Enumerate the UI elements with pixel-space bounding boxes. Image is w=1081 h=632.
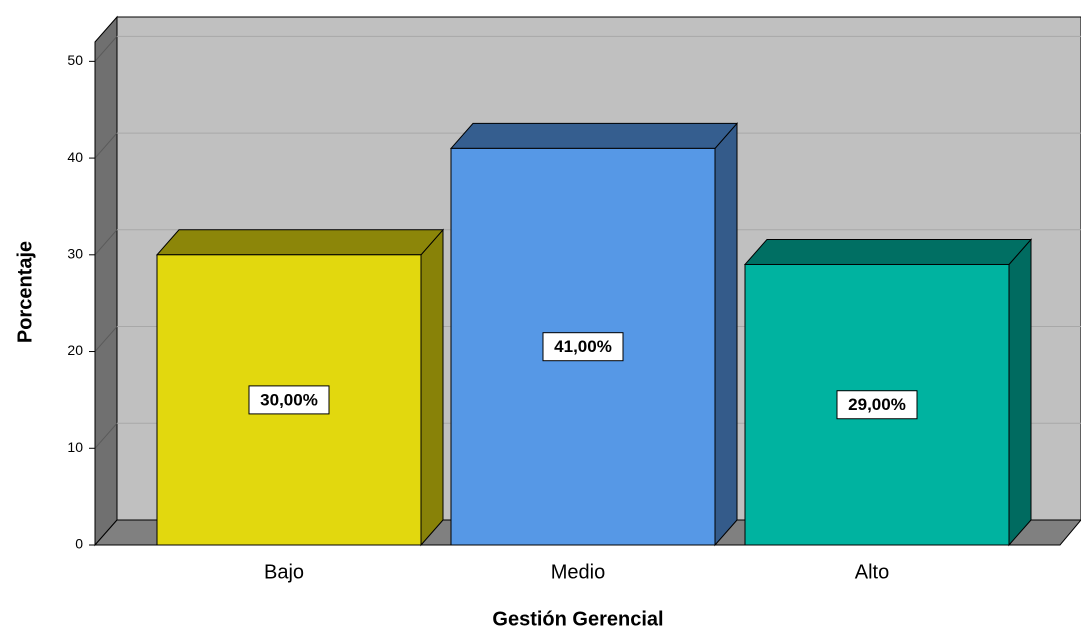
grid-line (94, 326, 118, 352)
grid-line (94, 422, 118, 449)
grid-line (94, 36, 118, 62)
value-label-box (836, 390, 918, 420)
grid-line (94, 132, 118, 159)
bar-side (1008, 238, 1032, 547)
x-tick-label: Bajo (264, 561, 304, 583)
value-label: 30,00% (260, 390, 318, 409)
bar-top (743, 238, 1033, 265)
y-tick-label: 50 (67, 52, 83, 68)
y-tick-label: 0 (75, 536, 83, 552)
x-tick-label: Medio (551, 561, 605, 583)
y-tick-label: 30 (67, 246, 83, 262)
grid-line (94, 229, 118, 256)
y-tick-label: 20 (67, 342, 83, 358)
bar-side (420, 228, 444, 547)
value-label-box (248, 385, 330, 415)
y-tick-label: 40 (67, 149, 83, 165)
bar-side (714, 122, 738, 547)
x-axis-title: Gestión Gerencial (492, 608, 663, 630)
value-label-box (542, 332, 624, 362)
y-axis-title: Porcentaje (14, 241, 36, 343)
left-wall (94, 15, 118, 547)
x-tick-label: Alto (855, 561, 889, 583)
value-label: 29,00% (848, 395, 906, 414)
y-tick-label: 10 (67, 439, 83, 455)
bar-top (155, 229, 445, 256)
bar-top (449, 122, 739, 149)
value-label: 41,00% (554, 337, 612, 356)
